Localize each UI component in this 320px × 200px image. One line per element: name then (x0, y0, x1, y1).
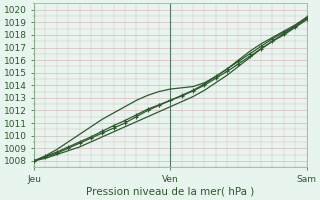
X-axis label: Pression niveau de la mer( hPa ): Pression niveau de la mer( hPa ) (86, 187, 254, 197)
